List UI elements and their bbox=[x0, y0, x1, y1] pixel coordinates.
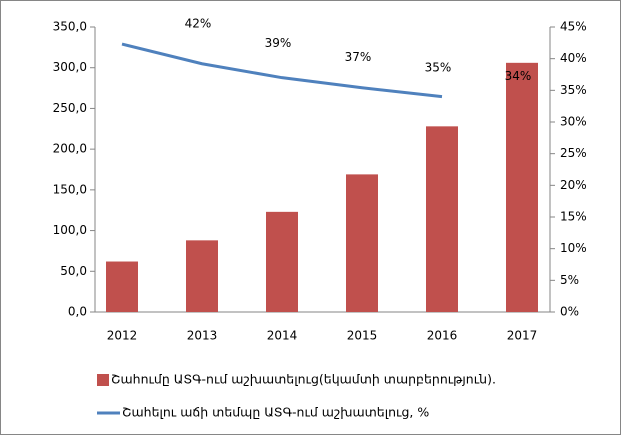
legend: Շահումը ԱՏԳ-ում աշխատելուց(եկամտի տարբեր… bbox=[97, 372, 496, 420]
y2-tick-label: 25% bbox=[560, 146, 587, 160]
y2-tick-label: 30% bbox=[560, 115, 587, 129]
y2-tick-label: 10% bbox=[560, 241, 587, 255]
legend-swatch bbox=[97, 374, 109, 386]
y2-tick-label: 40% bbox=[560, 51, 587, 65]
y-tick-label: 150,0 bbox=[53, 182, 87, 196]
x-tick-label: 2017 bbox=[507, 329, 538, 343]
bar bbox=[346, 174, 378, 312]
y-tick-label: 200,0 bbox=[53, 142, 87, 156]
x-tick-label: 2012 bbox=[107, 329, 138, 343]
y-tick-label: 100,0 bbox=[53, 223, 87, 237]
x-tick-label: 2013 bbox=[187, 329, 218, 343]
y-tick-label: 0,0 bbox=[68, 305, 87, 319]
data-label: 42% bbox=[185, 17, 212, 31]
data-label: 34% bbox=[505, 69, 532, 83]
legend-label: Շահումը ԱՏԳ-ում աշխատելուց(եկամտի տարբեր… bbox=[111, 372, 496, 387]
y2-tick-label: 5% bbox=[560, 273, 579, 287]
y2-tick-label: 0% bbox=[560, 305, 579, 319]
bar bbox=[266, 211, 298, 312]
data-label: 35% bbox=[425, 60, 452, 74]
line bbox=[121, 42, 443, 99]
y2-tick-label: 15% bbox=[560, 210, 587, 224]
y-tick-label: 300,0 bbox=[53, 60, 87, 74]
x-tick-label: 2015 bbox=[347, 329, 378, 343]
data-label: 37% bbox=[345, 50, 372, 64]
bar bbox=[186, 240, 218, 312]
x-tick-label: 2016 bbox=[427, 329, 458, 343]
y-tick-label: 50,0 bbox=[60, 264, 87, 278]
legend-label: Շահելու աճի տեմպը ԱՏԳ-ում աշխատելուց, % bbox=[122, 405, 429, 420]
data-label: 39% bbox=[265, 36, 292, 50]
bar bbox=[426, 126, 458, 312]
x-tick-label: 2014 bbox=[267, 329, 298, 343]
y-tick-label: 250,0 bbox=[53, 101, 87, 115]
y2-tick-label: 35% bbox=[560, 83, 587, 97]
y-tick-label: 350,0 bbox=[53, 20, 87, 34]
y2-tick-label: 20% bbox=[560, 178, 587, 192]
bar bbox=[106, 261, 138, 312]
bar bbox=[506, 62, 538, 313]
y2-tick-label: 45% bbox=[560, 20, 587, 34]
